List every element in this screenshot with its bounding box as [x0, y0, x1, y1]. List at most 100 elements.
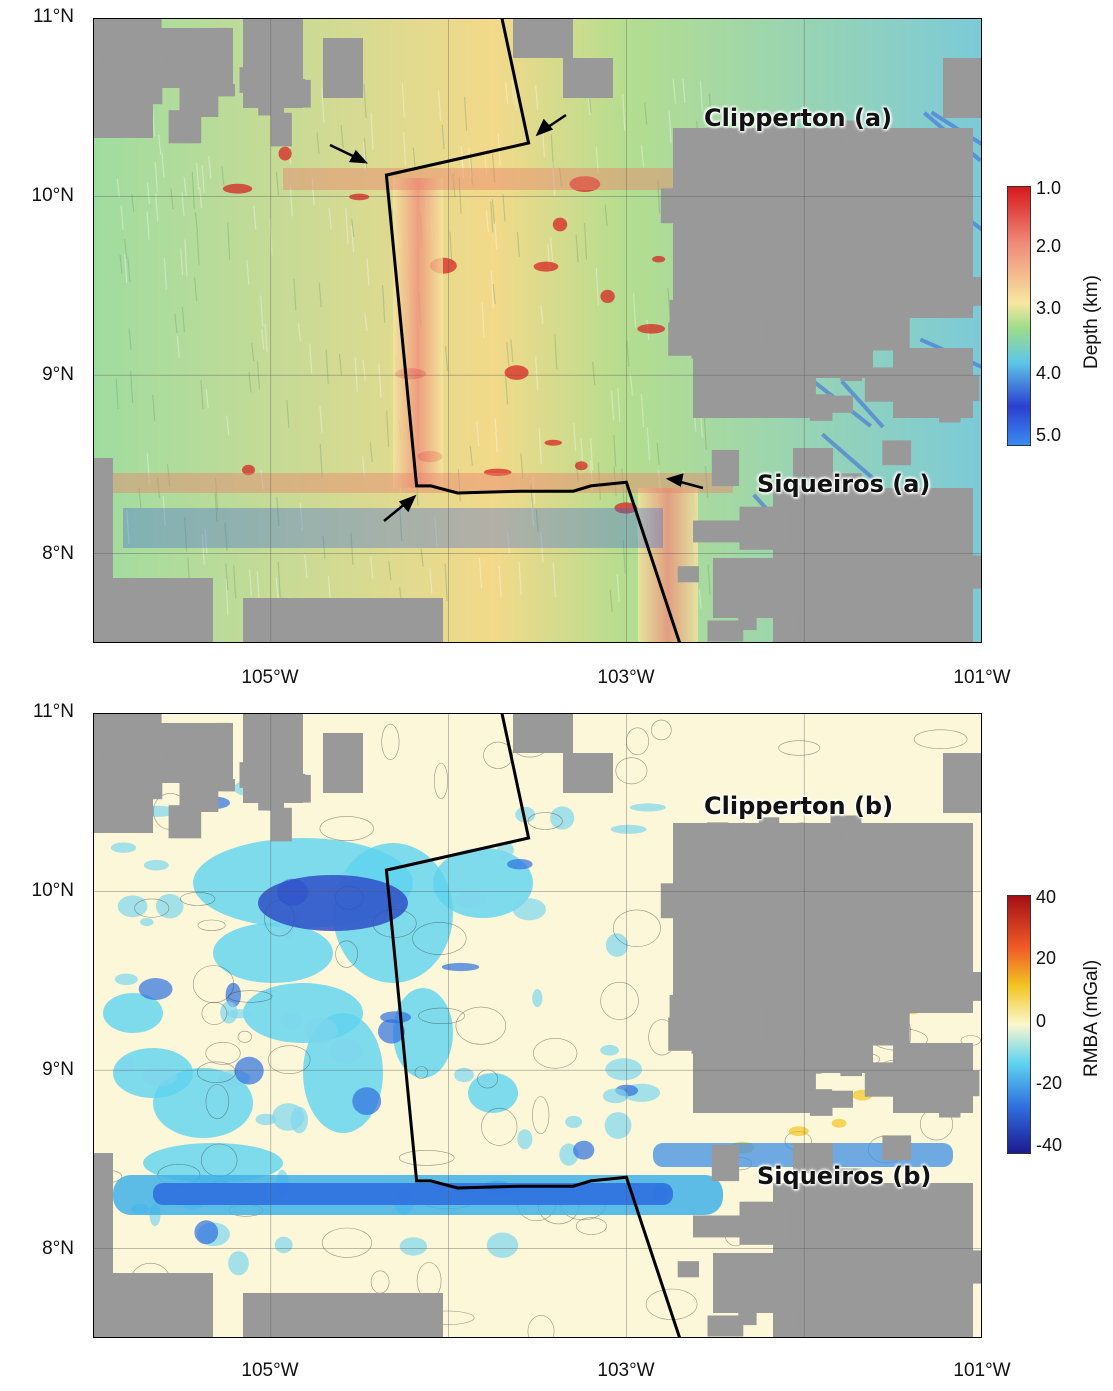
- fabric-streak: [163, 258, 167, 290]
- fabric-streak: [156, 477, 161, 499]
- contour-line: [418, 1007, 466, 1025]
- seamount-marker: [544, 439, 562, 446]
- no-data-block: [918, 200, 951, 228]
- no-data-block: [126, 713, 162, 749]
- rmba-low-blob: [573, 1140, 595, 1160]
- clipperton-label: Clipperton (a): [704, 104, 893, 132]
- fabric-streak: [191, 172, 195, 209]
- lon-tick-label: 105°W: [241, 1360, 299, 1381]
- rmba-low-blob: [399, 1237, 428, 1256]
- siqueiros-low-core: [153, 1183, 673, 1205]
- fabric-streak: [505, 375, 509, 405]
- rmba-low-blob: [272, 1103, 305, 1131]
- fabric-streak: [388, 560, 392, 581]
- fabric-streak: [554, 333, 558, 370]
- fabric-streak: [261, 329, 265, 350]
- fabric-streak: [622, 94, 626, 131]
- bathymetry-map[interactable]: [93, 18, 982, 643]
- fabric-streak: [204, 528, 208, 554]
- no-data-block: [737, 231, 786, 250]
- fabric-streak: [491, 198, 495, 224]
- seamount-marker: [574, 461, 588, 471]
- rmba-low-blob: [143, 1143, 283, 1183]
- seamount-marker: [569, 176, 601, 193]
- fabric-streak: [520, 453, 524, 479]
- colorbar-tick: 3.0: [1036, 298, 1062, 318]
- no-data-block: [739, 506, 792, 550]
- map-frame: [93, 713, 982, 1338]
- lon-tick-label: 101°W: [953, 667, 1011, 688]
- fabric-streak: [613, 466, 617, 497]
- rmba-low-blob: [532, 989, 543, 1008]
- colorbar-tick: 20: [1036, 948, 1057, 968]
- colorbar-tick: 1.0: [1036, 178, 1062, 198]
- fabric-streak: [319, 405, 323, 433]
- contour-line: [412, 922, 467, 955]
- fabric-streak: [378, 363, 382, 398]
- fabric-streak: [120, 205, 124, 231]
- fabric-streak: [345, 207, 349, 245]
- no-data-block: [799, 1090, 853, 1108]
- fabric-streak: [183, 176, 187, 197]
- no-data-block: [185, 728, 210, 747]
- fabric-streak: [208, 155, 212, 179]
- fabric-streak: [632, 293, 637, 328]
- contour-line: [201, 1001, 228, 1025]
- no-data-block: [943, 753, 982, 813]
- fabric-streak: [511, 79, 515, 106]
- fabric-streak: [444, 346, 449, 372]
- fabric-streak: [275, 171, 280, 196]
- fabric-streak: [319, 443, 323, 479]
- contour-line: [192, 965, 235, 1004]
- fabric-streak: [146, 453, 150, 485]
- fabric-streak: [363, 137, 368, 169]
- arrow-icon: [329, 113, 704, 522]
- seamount-marker: [222, 183, 253, 194]
- no-data-block: [717, 382, 748, 397]
- rmba-low-blob: [274, 1236, 293, 1254]
- fabric-streak: [124, 239, 128, 259]
- lat-tick-label: 9°N: [42, 1059, 74, 1080]
- no-data-block: [239, 67, 257, 93]
- fabric-streak: [535, 356, 539, 391]
- fabric-streak: [698, 589, 702, 609]
- no-data-block: [141, 765, 169, 781]
- no-data-block: [958, 277, 982, 306]
- fabric-streak: [248, 372, 252, 393]
- fabric-streak: [251, 342, 255, 362]
- no-data-block: [513, 713, 573, 753]
- seamount-marker: [600, 289, 615, 303]
- colorbar-tick: 4.0: [1036, 363, 1062, 383]
- fabric-streak: [170, 188, 174, 210]
- no-data-block: [793, 147, 851, 178]
- fabric-streak: [616, 573, 620, 603]
- fabric-streak: [583, 223, 588, 260]
- fabric-streak: [363, 83, 367, 119]
- rmba-low-blob: [304, 1017, 338, 1044]
- fabric-streak: [552, 562, 556, 598]
- fabric-streak: [621, 468, 625, 505]
- no-data-block: [949, 555, 982, 589]
- no-data-block: [243, 598, 443, 643]
- fabric-streak: [399, 504, 403, 542]
- rmba-low-blob: [393, 988, 453, 1078]
- no-data-block: [179, 85, 219, 117]
- no-data-block: [255, 774, 283, 786]
- seamount-marker: [504, 365, 529, 380]
- fabric-streak: [131, 193, 135, 213]
- rmba-low-blob: [155, 894, 184, 919]
- fabric-streak: [590, 438, 594, 471]
- no-data-block: [812, 473, 862, 515]
- rmba-low-blob: [378, 1019, 405, 1044]
- fabric-streak: [260, 470, 264, 489]
- graticule: [93, 18, 982, 643]
- seamount-marker: [349, 193, 370, 201]
- no-data-block: [827, 622, 871, 643]
- no-data-block: [799, 395, 853, 413]
- no-data-block: [808, 933, 843, 963]
- no-data-block: [808, 238, 843, 268]
- gravity-anomaly-map[interactable]: [93, 713, 982, 1338]
- fabric-streak: [351, 225, 355, 253]
- fabric-streak: [386, 410, 390, 448]
- contour-line: [527, 812, 563, 830]
